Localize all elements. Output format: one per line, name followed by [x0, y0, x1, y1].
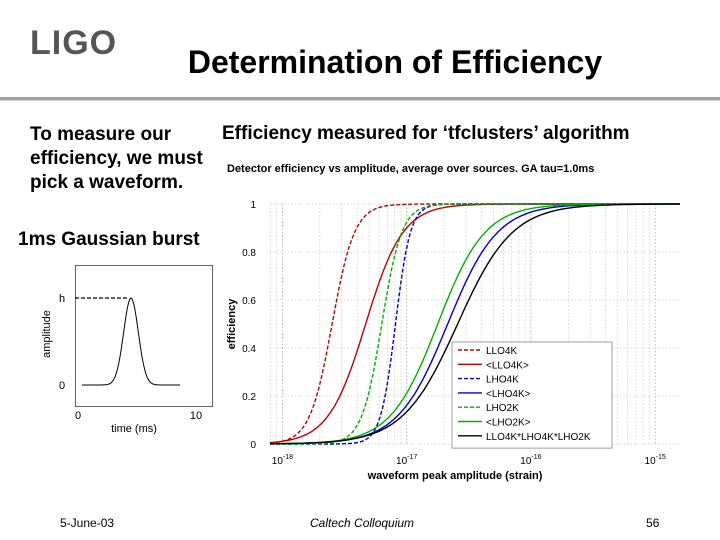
- x-tick-label-10: 10: [190, 410, 202, 422]
- y-axis-label: efficiency: [226, 298, 238, 350]
- page-number: 56: [646, 516, 660, 530]
- legend-entry: LLO4K: [486, 346, 517, 357]
- y-tick-label-h: h: [59, 293, 65, 305]
- header-divider: [0, 97, 720, 100]
- efficiency-layer: Detector efficiency vs amplitude, averag…: [226, 163, 680, 482]
- footer-date: 5-June-03: [60, 516, 115, 530]
- slide-title-row: Determination of Efficiency: [0, 44, 720, 81]
- legend-entry: LHO4K: [486, 375, 519, 386]
- gaussian-curve: [82, 297, 180, 386]
- chart-heading: Efficiency measured for ‘tfclusters’ alg…: [222, 123, 630, 144]
- y-tick-label: 0.4: [242, 344, 256, 355]
- x-axis-label: waveform peak amplitude (strain): [367, 470, 543, 482]
- legend-entry: <LHO4K>: [486, 389, 531, 400]
- legend-box: [451, 341, 613, 449]
- gaussian-waveform-chart: h 0 0 10 time (ms) amplitude: [41, 293, 202, 435]
- legend-entry: LHO2K: [486, 403, 519, 414]
- waveform-panel: [75, 265, 213, 407]
- efficiency-chart-title: Detector efficiency vs amplitude, averag…: [227, 163, 594, 175]
- waveform-layer: h 0 0 10 time (ms) amplitude: [41, 293, 202, 435]
- footer-venue: Caltech Colloquium: [310, 516, 415, 530]
- ligo-logo: LIGO: [30, 24, 118, 62]
- x-tick-label: 10-18: [272, 454, 293, 467]
- y-tick-label: 0.8: [242, 248, 256, 259]
- y-tick-label: 1: [250, 200, 256, 211]
- efficiency-chart: Detector efficiency vs amplitude, averag…: [226, 163, 680, 482]
- y-tick-label: 0: [250, 440, 256, 451]
- y-tick-label: 0.2: [242, 392, 256, 403]
- intro-text: To measure our efficiency, we must pick …: [30, 124, 203, 193]
- slide-title: Determination of Efficiency: [187, 44, 603, 80]
- y-axis-label: amplitude: [41, 310, 53, 358]
- legend-entry: <LLO4K>: [486, 360, 529, 371]
- x-tick-label: 10-16: [520, 454, 541, 467]
- x-tick-label-0: 0: [75, 410, 81, 422]
- header-divider-shadow: [0, 100, 720, 101]
- burst-label: 1ms Gaussian burst: [18, 229, 200, 250]
- y-tick-label: 0.6: [242, 296, 256, 307]
- x-axis-label: time (ms): [111, 423, 157, 435]
- series-line-6: [270, 203, 680, 445]
- x-tick-label: 10-17: [396, 454, 417, 467]
- legend-entry: LLO4K*LHO4K*LHO2K: [486, 432, 591, 443]
- y-tick-label-0: 0: [59, 380, 65, 392]
- legend-entry: <LHO2K>: [486, 418, 531, 429]
- x-tick-label: 10-15: [645, 454, 666, 467]
